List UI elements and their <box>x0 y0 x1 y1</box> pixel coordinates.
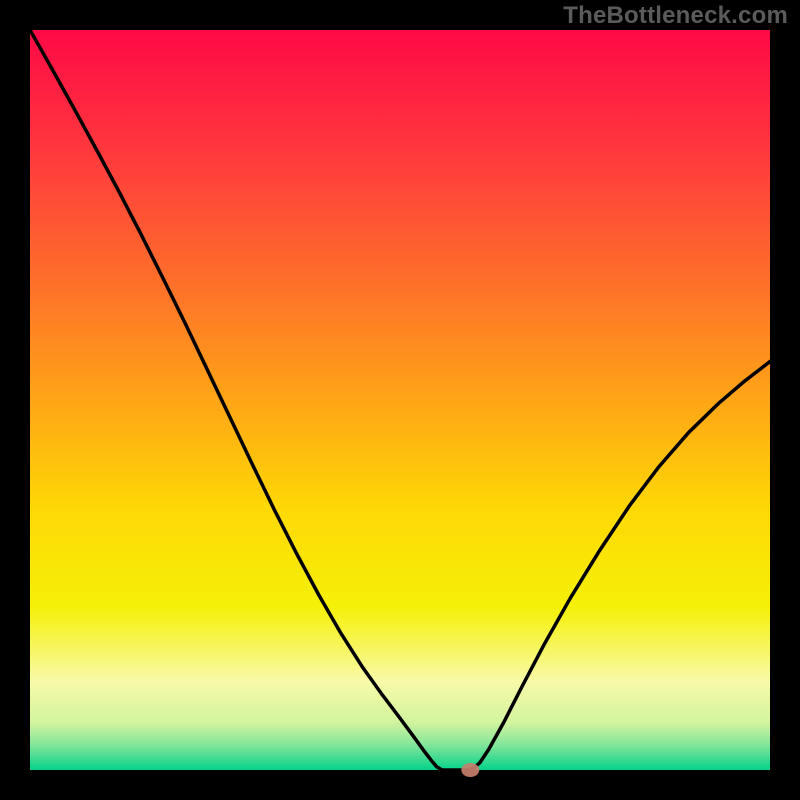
watermark-text: TheBottleneck.com <box>563 2 788 30</box>
bottleneck-chart <box>0 0 800 800</box>
plot-background <box>30 30 770 770</box>
chart-frame: { "watermark": { "text": "TheBottleneck.… <box>0 0 800 800</box>
optimum-marker <box>461 763 479 777</box>
